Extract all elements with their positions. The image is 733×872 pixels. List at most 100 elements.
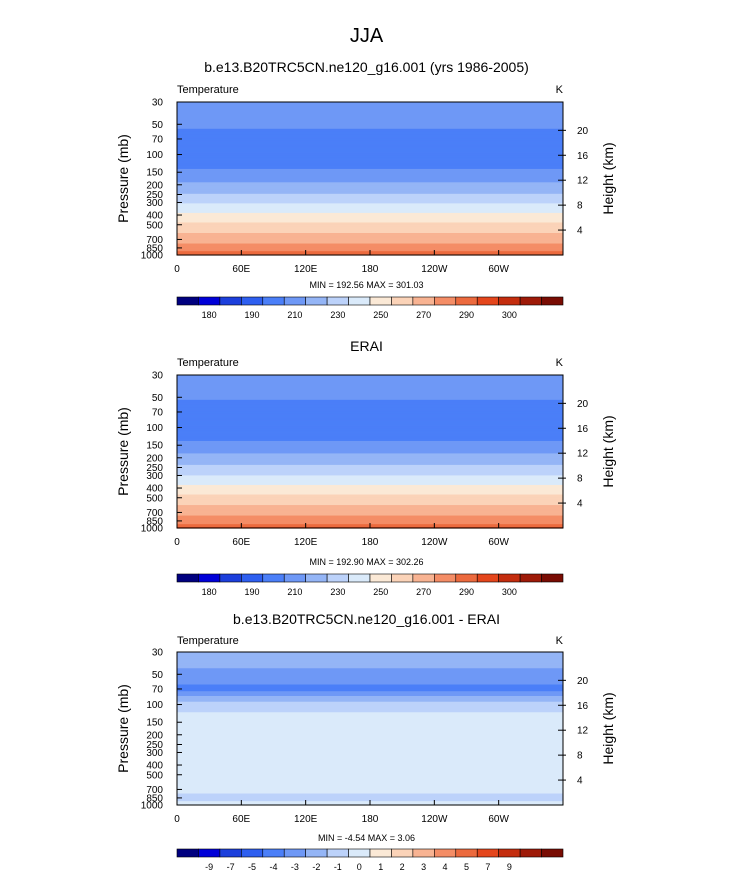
colorbar-box <box>219 296 242 306</box>
field-band <box>177 694 563 696</box>
field-band <box>177 153 563 156</box>
field-band <box>177 702 563 705</box>
field-band <box>177 470 563 473</box>
field-band <box>177 780 563 782</box>
field-band <box>177 732 563 734</box>
field-band <box>177 427 563 430</box>
colorbar-label: 290 <box>459 310 474 320</box>
field-band <box>177 167 563 170</box>
field-band <box>177 388 563 390</box>
field-band <box>177 200 563 203</box>
right-label: K <box>556 357 564 369</box>
y-axis-label: Pressure (mb) <box>115 134 131 223</box>
x-tick-label: 120W <box>421 264 448 275</box>
field-band <box>177 179 563 182</box>
field-band <box>177 720 563 723</box>
field-band <box>177 505 563 507</box>
field-band <box>177 681 563 684</box>
field-band <box>177 791 563 794</box>
field-band <box>177 463 563 466</box>
field-band <box>177 139 563 141</box>
field-band <box>177 431 563 433</box>
field-band <box>177 461 563 463</box>
field-band <box>177 742 563 745</box>
field-band <box>177 119 563 121</box>
field-band <box>177 668 563 670</box>
field-band <box>177 520 563 522</box>
y2-tick-label: 4 <box>577 226 583 237</box>
field-band <box>177 514 563 517</box>
field-band <box>177 181 563 183</box>
field-band <box>177 243 563 246</box>
field-band <box>177 517 563 520</box>
field-band <box>177 737 563 739</box>
field-band <box>177 659 563 662</box>
field-band <box>177 406 563 409</box>
y-tick-label: 30 <box>152 98 164 109</box>
field-band <box>177 193 563 196</box>
colorbar-box <box>198 573 221 583</box>
field-band <box>177 700 563 703</box>
field-band <box>177 224 563 226</box>
field-band <box>177 778 563 780</box>
field-band <box>177 212 563 215</box>
field-band <box>177 426 563 429</box>
field-band <box>177 682 563 685</box>
field-band <box>177 192 563 195</box>
field-band <box>177 655 563 658</box>
field-band <box>177 440 563 442</box>
field-band <box>177 765 563 768</box>
colorbar-box <box>198 296 221 306</box>
field-band <box>177 111 563 114</box>
colorbar-box <box>455 848 478 858</box>
field-band <box>177 488 563 491</box>
field-band <box>177 425 563 428</box>
field-band <box>177 736 563 738</box>
field-band <box>177 107 563 110</box>
field-band <box>177 691 563 693</box>
field-band <box>177 166 563 168</box>
field-band <box>177 234 563 237</box>
field-band <box>177 443 563 446</box>
field-band <box>177 409 563 411</box>
field-band <box>177 211 563 213</box>
field-band <box>177 450 563 453</box>
x-tick-label: 60W <box>488 264 509 275</box>
field-band <box>177 391 563 393</box>
field-band <box>177 670 563 672</box>
field-band <box>177 692 563 694</box>
field-band <box>177 375 563 377</box>
y-tick-label: 700 <box>146 785 163 796</box>
field-band <box>177 787 563 790</box>
left-label: Temperature <box>177 357 239 369</box>
field-band <box>177 116 563 118</box>
field-band <box>177 377 563 380</box>
field-band <box>177 480 563 482</box>
field-band <box>177 230 563 232</box>
field-band <box>177 190 563 193</box>
field-band <box>177 731 563 733</box>
field-band <box>177 675 563 678</box>
field-band <box>177 698 563 701</box>
field-band <box>177 448 563 451</box>
field-band <box>177 399 563 402</box>
field-band <box>177 661 563 664</box>
colorbar-box <box>391 573 414 583</box>
x-tick-label: 120W <box>421 537 448 548</box>
field-band <box>177 152 563 155</box>
field-band <box>177 474 563 477</box>
field-band <box>177 756 563 758</box>
field-band <box>177 209 563 211</box>
field-band <box>177 792 563 795</box>
field-band <box>177 498 563 500</box>
field-band <box>177 486 563 489</box>
field-band <box>177 490 563 493</box>
colorbar-box <box>176 296 199 306</box>
colorbar-box <box>541 848 564 858</box>
field-band <box>177 428 563 431</box>
field-band <box>177 385 563 388</box>
colorbar-label: -2 <box>312 862 320 872</box>
field-band <box>177 660 563 663</box>
field-band <box>177 519 563 521</box>
